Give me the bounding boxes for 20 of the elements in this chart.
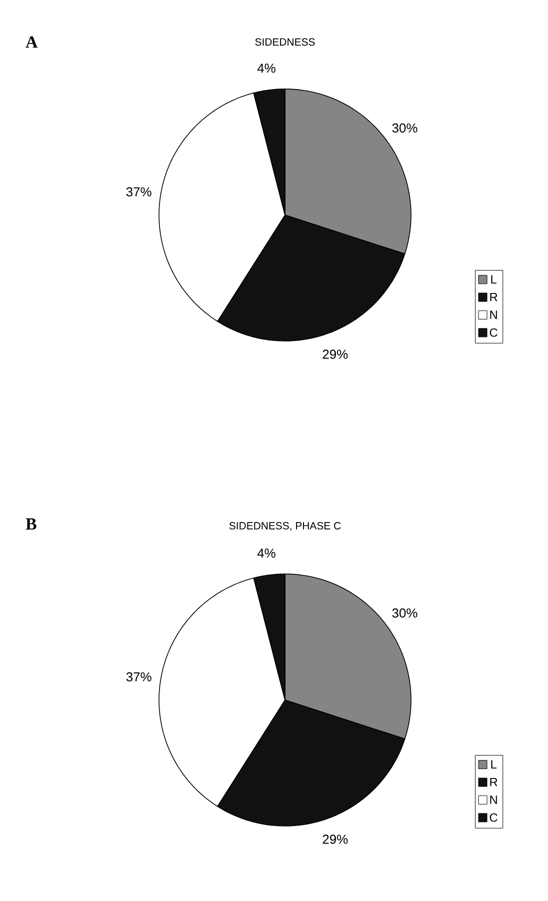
legend-label: R — [490, 778, 498, 786]
data-label: 30% — [392, 123, 418, 133]
legend-label: C — [490, 813, 498, 822]
legend-label: R — [490, 292, 498, 302]
data-label: 29% — [322, 350, 348, 359]
data-label: 4% — [257, 548, 276, 558]
data-label: 30% — [392, 608, 418, 618]
chart-title: SIDEDNESS, PHASE C — [229, 522, 341, 531]
text: B — [26, 518, 36, 530]
data-label: 4% — [257, 64, 276, 73]
data-label: 37% — [126, 187, 152, 196]
legend-label: L — [491, 760, 496, 768]
chart-title: SIDEDNESS — [255, 38, 315, 46]
data-label: 29% — [322, 834, 348, 844]
legend-label: N — [490, 310, 497, 319]
text: A — [26, 36, 38, 48]
legend-label: L — [491, 275, 496, 284]
data-label: 37% — [126, 672, 152, 682]
legend-label: N — [490, 796, 497, 804]
legend-label: C — [490, 328, 498, 337]
